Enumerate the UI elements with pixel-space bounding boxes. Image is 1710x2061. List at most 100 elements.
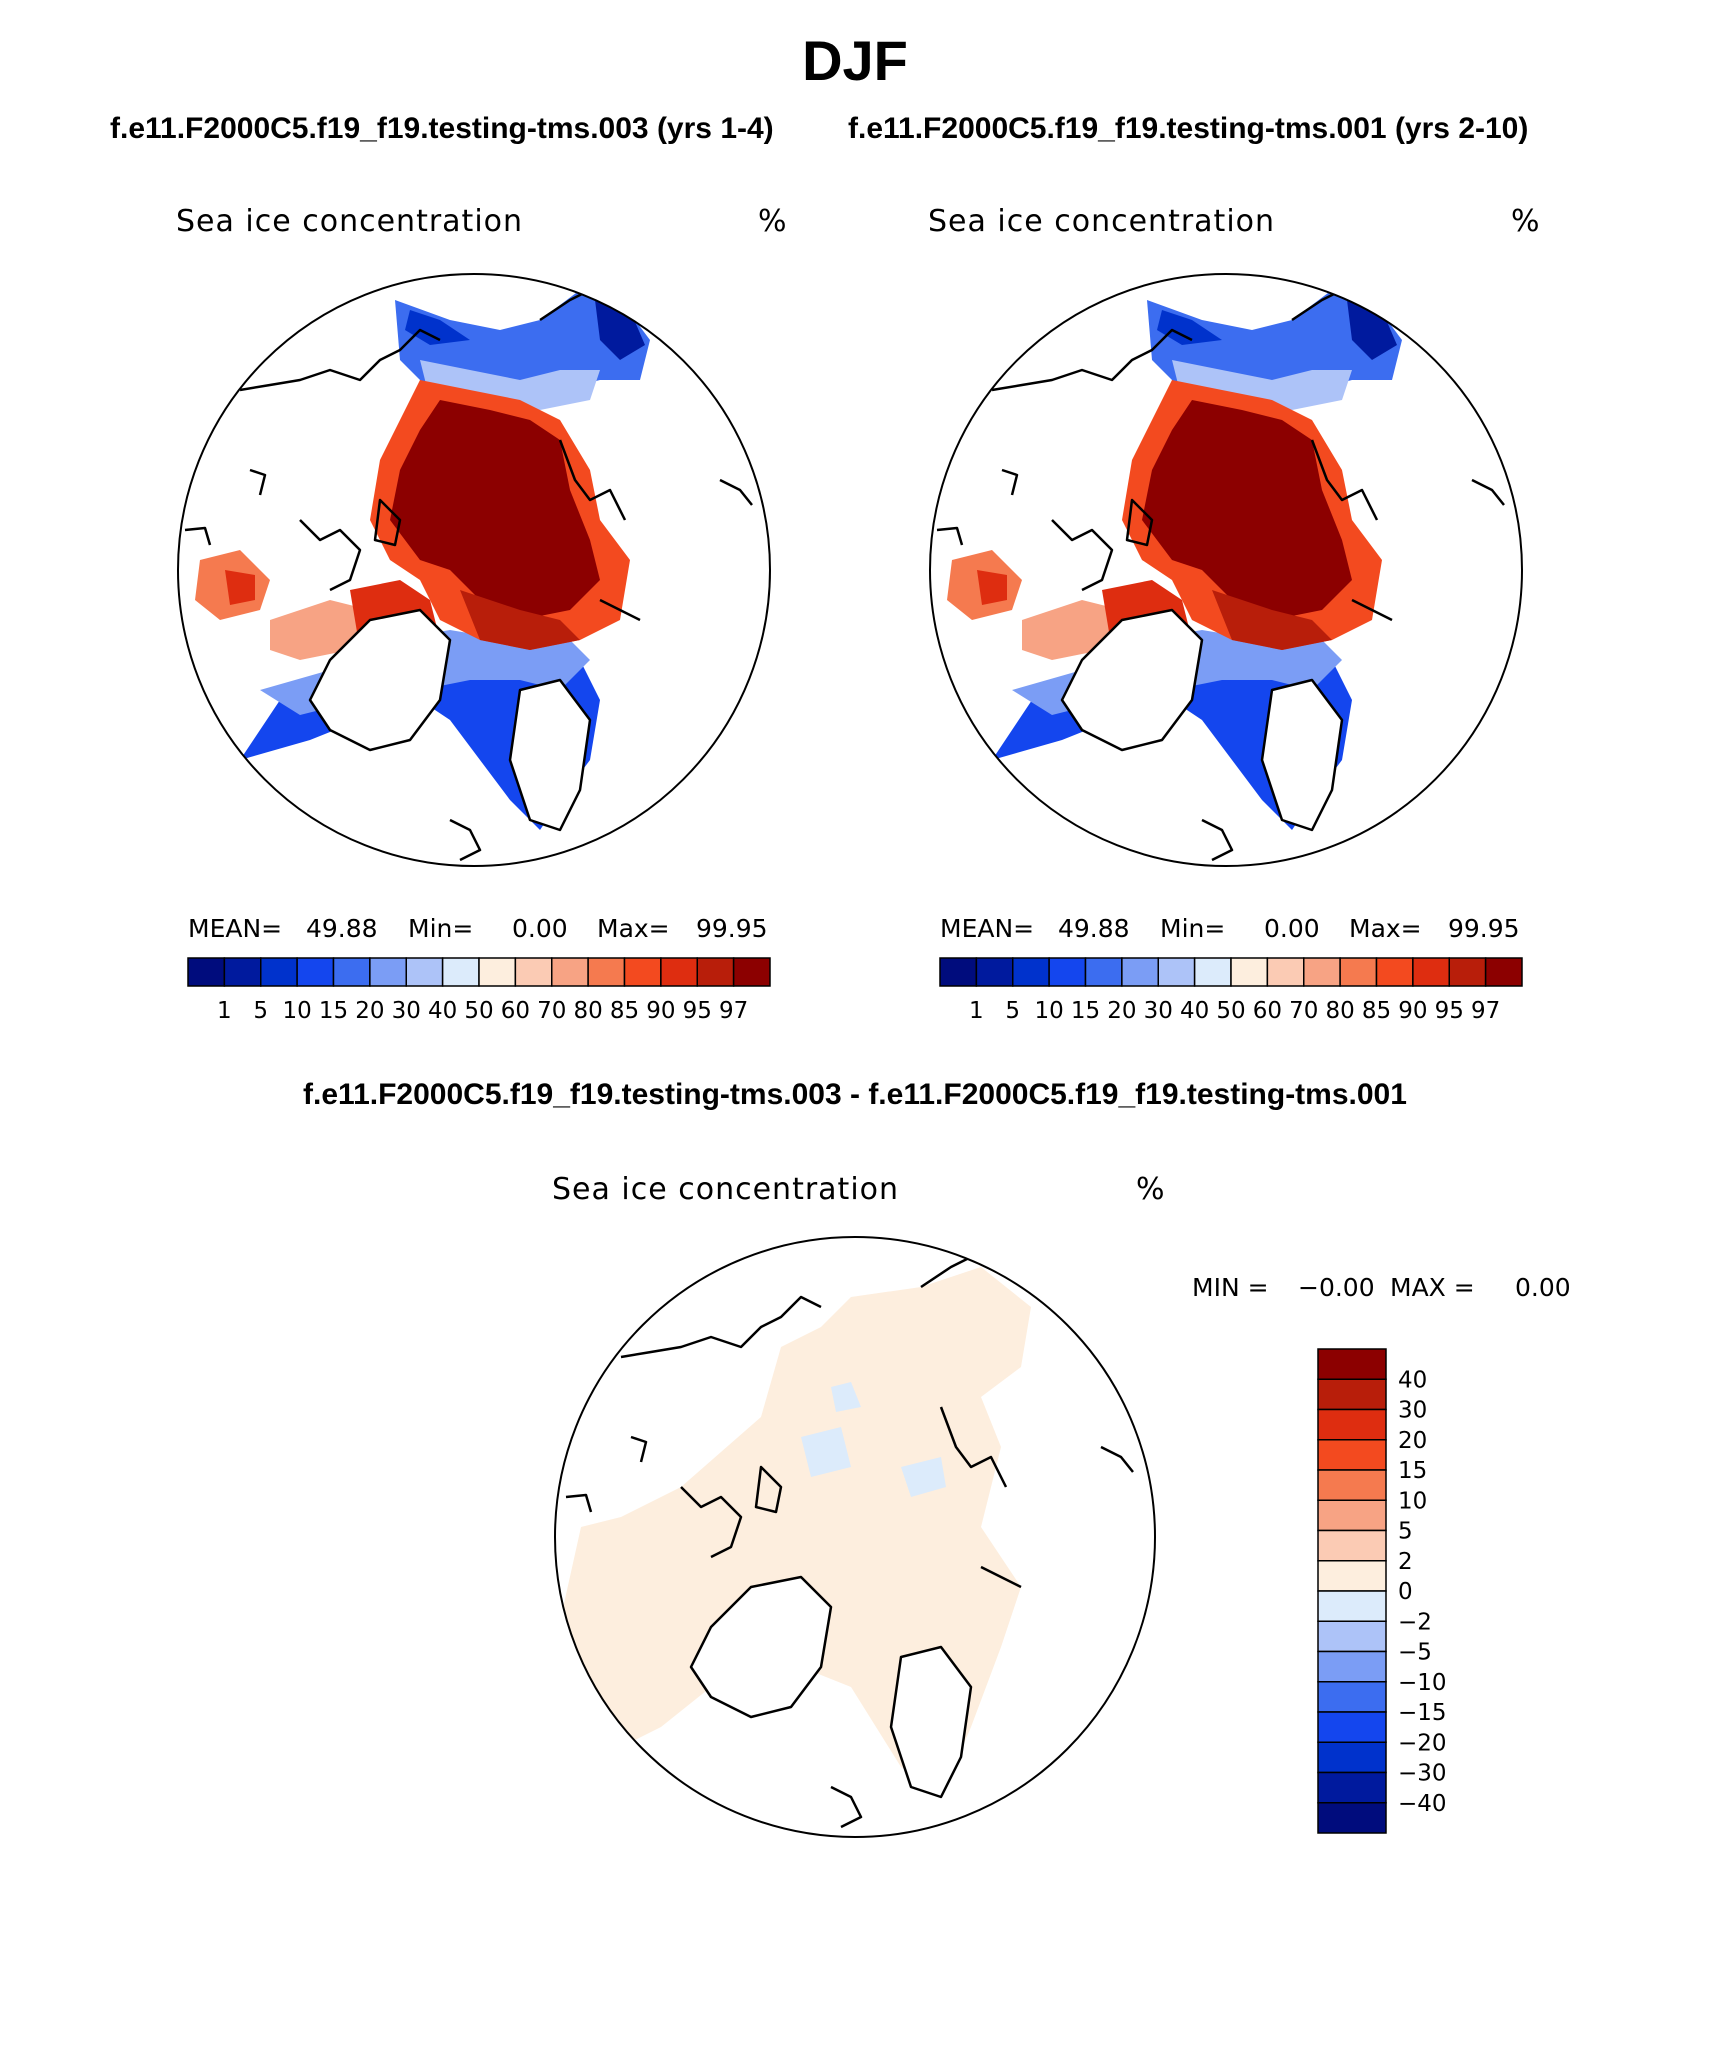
panel1-colorbar-tick-label: 1 [217, 998, 232, 1024]
panel1-colorbar-swatch [187, 957, 226, 987]
panel2-colorbar-swatch [1048, 957, 1087, 987]
difference-colorbar-swatch [1317, 1650, 1387, 1683]
panel3-min-value: −0.00 [1298, 1273, 1375, 1302]
panel3-map [554, 1236, 1156, 1838]
panel1-map [177, 273, 771, 867]
panel1-colorbar-tick-label: 60 [501, 998, 530, 1024]
panel1-colorbar-tick-label: 40 [428, 998, 457, 1024]
panel1-colorbar-tick-label: 20 [355, 998, 384, 1024]
panel2-colorbar-tick-label: 10 [1034, 998, 1063, 1024]
panel2-colorbar-swatch [1303, 957, 1341, 987]
difference-colorbar-swatch [1317, 1529, 1387, 1562]
panel1-colorbar-swatch [551, 957, 589, 987]
difference-colorbar-swatch [1317, 1590, 1387, 1622]
panel2-colorbar-swatch [1339, 957, 1378, 987]
panel2-max-label: Max= [1349, 914, 1422, 943]
panel2-colorbar-swatch [1193, 957, 1232, 987]
panel2-colorbar-tick-label: 5 [1005, 998, 1020, 1024]
panel2-colorbar-swatch [975, 957, 1014, 987]
difference-colorbar-tick-label: 10 [1398, 1488, 1427, 1514]
panel1-colorbar-swatch [696, 957, 735, 987]
difference-colorbar-swatch [1317, 1620, 1387, 1653]
difference-colorbar-tick-label: 0 [1398, 1579, 1413, 1605]
difference-colorbar-tick-label: 5 [1398, 1519, 1413, 1545]
panel2-colorbar-swatch [1266, 957, 1305, 987]
panel2-colorbar-swatch [1375, 957, 1414, 987]
panel1-colorbar-swatch [660, 957, 698, 987]
difference-colorbar-tick-label: −30 [1398, 1761, 1447, 1787]
panel2-min-label: Min= [1160, 914, 1226, 943]
difference-colorbar-tick-label: −20 [1398, 1730, 1447, 1756]
difference-colorbar-tick-label: 30 [1398, 1398, 1427, 1424]
difference-colorbar-tick-label: −40 [1398, 1791, 1447, 1817]
panel1-colorbar-swatch [441, 957, 480, 987]
case2-title: f.e11.F2000C5.f19_f19.testing-tms.001 (y… [848, 112, 1529, 145]
panel2-max-value: 99.95 [1448, 914, 1520, 943]
panel1-colorbar-swatch [405, 957, 444, 987]
difference-colorbar-tick-label: −10 [1398, 1670, 1447, 1696]
difference-colorbar-swatch [1317, 1408, 1387, 1441]
difference-colorbar-swatch [1317, 1378, 1387, 1411]
panel2-colorbar-swatch [1157, 957, 1196, 987]
panel1-colorbar-tick-label: 80 [573, 998, 602, 1024]
difference-title: f.e11.F2000C5.f19_f19.testing-tms.003 - … [303, 1078, 1407, 1111]
panel1-max-label: Max= [597, 914, 670, 943]
panel1-min-value: 0.00 [512, 914, 568, 943]
panel2-colorbar-swatch [1448, 957, 1487, 987]
panel2-colorbar-swatch [1412, 957, 1450, 987]
panel1-colorbar-swatch [332, 957, 371, 987]
difference-colorbar-tick-label: −5 [1398, 1640, 1432, 1666]
panel1-colorbar-tick-label: 70 [537, 998, 566, 1024]
difference-colorbar-swatch [1317, 1560, 1387, 1592]
panel1-mean-label: MEAN= [188, 914, 283, 943]
panel1-colorbar-swatch [369, 957, 407, 987]
panel2-mean-label: MEAN= [940, 914, 1035, 943]
panel2-units-label: % [1511, 204, 1541, 239]
difference-colorbar-swatch [1317, 1439, 1387, 1471]
panel1-colorbar-swatch [260, 957, 298, 987]
panel2-colorbar-swatch [1012, 957, 1050, 987]
panel1-colorbar-swatch [478, 957, 517, 987]
difference-colorbar-swatch [1317, 1469, 1387, 1501]
panel2-colorbar-tick-label: 80 [1325, 998, 1354, 1024]
panel1-colorbar-tick-label: 15 [319, 998, 348, 1024]
difference-colorbar-tick-label: 20 [1398, 1428, 1427, 1454]
panel3-units-label: % [1136, 1172, 1166, 1207]
difference-colorbar-swatch [1317, 1741, 1387, 1774]
panel2-colorbar-tick-label: 50 [1216, 998, 1245, 1024]
panel2-map [929, 273, 1523, 867]
difference-colorbar-tick-label: 15 [1398, 1458, 1427, 1484]
panel2-colorbar-tick-label: 90 [1398, 998, 1427, 1024]
panel1-colorbar-tick-label: 90 [646, 998, 675, 1024]
difference-colorbar-swatch [1317, 1499, 1387, 1532]
panel2-mean-value: 49.88 [1058, 914, 1130, 943]
panel2-colorbar: 1 5 10 15 20 30 40 50 60 70 80 85 90 95 97 [939, 957, 1523, 1024]
panel1-colorbar-tick-label: 10 [282, 998, 311, 1024]
difference-colorbar-tick-label: −2 [1398, 1609, 1432, 1635]
panel2-colorbar-tick-label: 40 [1180, 998, 1209, 1024]
panel1-min-label: Min= [408, 914, 474, 943]
panel1-colorbar-swatch [587, 957, 626, 987]
difference-colorbar-tick-label: −15 [1398, 1700, 1447, 1726]
difference-colorbar-tick-label: 40 [1398, 1367, 1427, 1393]
difference-colorbar-swatch [1317, 1681, 1387, 1713]
panel2-colorbar-swatch [1084, 957, 1123, 987]
difference-colorbar-tick-label: 2 [1398, 1549, 1413, 1575]
panel2-colorbar-tick-label: 70 [1289, 998, 1318, 1024]
panel3-min-label: MIN = [1192, 1273, 1269, 1302]
panel1-colorbar-swatch [623, 957, 662, 987]
panel1-units-label: % [758, 204, 788, 239]
panel1-colorbar-tick-label: 95 [683, 998, 712, 1024]
panel1-max-value: 99.95 [696, 914, 768, 943]
panel1-variable-label: Sea ice concentration [176, 204, 524, 239]
panel1-colorbar-tick-label: 97 [719, 998, 748, 1024]
panel2-colorbar-tick-label: 97 [1471, 998, 1500, 1024]
difference-colorbar-swatch [1317, 1771, 1387, 1804]
panel2-colorbar-swatch [939, 957, 978, 987]
panel2-colorbar-tick-label: 20 [1107, 998, 1136, 1024]
panel2-min-value: 0.00 [1264, 914, 1320, 943]
panel2-variable-label: Sea ice concentration [928, 204, 1276, 239]
panel1-colorbar-tick-label: 85 [610, 998, 639, 1024]
